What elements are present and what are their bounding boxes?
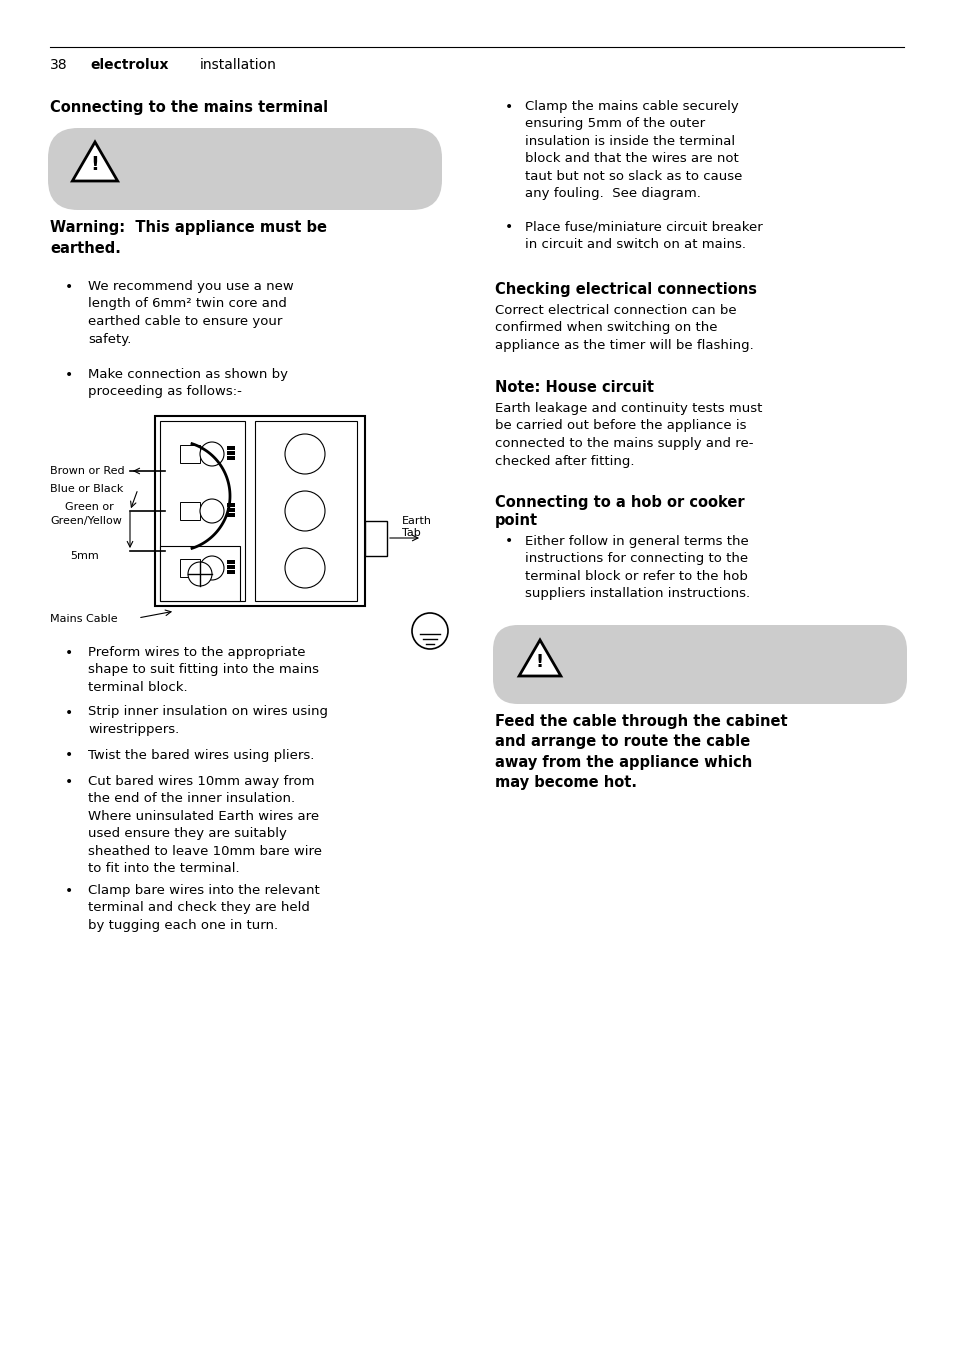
Text: Cut bared wires 10mm away from
the end of the inner insulation.
Where uninsulate: Cut bared wires 10mm away from the end o… xyxy=(88,775,322,875)
Text: Clamp bare wires into the relevant
terminal and check they are held
by tugging e: Clamp bare wires into the relevant termi… xyxy=(88,883,319,932)
Circle shape xyxy=(200,499,224,523)
Bar xyxy=(227,570,234,575)
Bar xyxy=(227,560,234,564)
Text: Earth
Tab: Earth Tab xyxy=(401,515,432,538)
Circle shape xyxy=(285,491,325,531)
Bar xyxy=(365,520,387,556)
Bar xyxy=(180,501,200,520)
Bar xyxy=(227,503,234,507)
Text: We recommend you use a new
length of 6mm² twin core and
earthed cable to ensure : We recommend you use a new length of 6mm… xyxy=(88,280,294,346)
Text: •: • xyxy=(65,369,73,382)
Text: •: • xyxy=(65,748,73,763)
Text: •: • xyxy=(504,534,513,549)
Text: electrolux: electrolux xyxy=(90,58,169,72)
Bar xyxy=(154,416,365,606)
Text: Correct electrical connection can be
confirmed when switching on the
appliance a: Correct electrical connection can be con… xyxy=(495,304,753,352)
Text: Place fuse/miniature circuit breaker
in circuit and switch on at mains.: Place fuse/miniature circuit breaker in … xyxy=(524,221,762,251)
FancyBboxPatch shape xyxy=(48,127,441,210)
Text: Checking electrical connections: Checking electrical connections xyxy=(495,282,757,297)
Text: •: • xyxy=(504,221,513,234)
Text: •: • xyxy=(65,280,73,294)
Circle shape xyxy=(200,556,224,580)
Text: Green or: Green or xyxy=(65,501,113,512)
Text: •: • xyxy=(65,775,73,789)
Text: 5mm: 5mm xyxy=(70,551,99,561)
Circle shape xyxy=(285,434,325,474)
Polygon shape xyxy=(72,142,117,182)
Text: E: E xyxy=(209,564,214,573)
Text: N: N xyxy=(209,507,215,515)
Text: •: • xyxy=(504,100,513,114)
Bar xyxy=(227,514,234,518)
Text: Twist the bared wires using pliers.: Twist the bared wires using pliers. xyxy=(88,748,314,762)
Circle shape xyxy=(188,562,212,585)
Text: Make connection as shown by
proceeding as follows:-: Make connection as shown by proceeding a… xyxy=(88,369,288,398)
Bar xyxy=(227,451,234,455)
Bar xyxy=(160,421,245,602)
Text: Green/Yellow: Green/Yellow xyxy=(50,516,122,526)
Text: Connecting to a hob or cooker
point: Connecting to a hob or cooker point xyxy=(495,495,744,528)
Bar xyxy=(180,560,200,577)
Text: L: L xyxy=(210,450,214,458)
Text: Mains Cable: Mains Cable xyxy=(50,614,117,625)
Bar xyxy=(254,421,356,602)
Text: Clamp the mains cable securely
ensuring 5mm of the outer
insulation is inside th: Clamp the mains cable securely ensuring … xyxy=(524,100,741,201)
Text: •: • xyxy=(65,646,73,660)
Text: Connecting to the mains terminal: Connecting to the mains terminal xyxy=(50,100,328,115)
Text: Feed the cable through the cabinet
and arrange to route the cable
away from the : Feed the cable through the cabinet and a… xyxy=(495,714,787,790)
Text: Blue or Black: Blue or Black xyxy=(50,484,123,495)
Text: Preform wires to the appropriate
shape to suit fitting into the mains
terminal b: Preform wires to the appropriate shape t… xyxy=(88,646,318,694)
Circle shape xyxy=(200,442,224,466)
Text: •: • xyxy=(65,883,73,898)
Bar xyxy=(160,546,240,602)
Text: Note: House circuit: Note: House circuit xyxy=(495,379,654,396)
Circle shape xyxy=(412,612,448,649)
Text: Strip inner insulation on wires using
wirestrippers.: Strip inner insulation on wires using wi… xyxy=(88,706,328,736)
Text: !: ! xyxy=(536,653,543,671)
FancyBboxPatch shape xyxy=(493,625,906,705)
Text: Either follow in general terms the
instructions for connecting to the
terminal b: Either follow in general terms the instr… xyxy=(524,534,749,600)
Text: 38: 38 xyxy=(50,58,68,72)
Bar xyxy=(227,508,234,512)
Text: !: ! xyxy=(91,154,99,173)
Bar xyxy=(227,565,234,569)
Text: •: • xyxy=(65,706,73,720)
Text: Brown or Red: Brown or Red xyxy=(50,466,125,476)
Circle shape xyxy=(285,547,325,588)
Text: Earth leakage and continuity tests must
be carried out before the appliance is
c: Earth leakage and continuity tests must … xyxy=(495,402,761,467)
Text: installation: installation xyxy=(200,58,276,72)
Bar xyxy=(227,446,234,450)
Text: Warning:  This appliance must be
earthed.: Warning: This appliance must be earthed. xyxy=(50,220,327,256)
Bar xyxy=(180,444,200,463)
Polygon shape xyxy=(518,640,560,676)
Bar xyxy=(227,457,234,459)
